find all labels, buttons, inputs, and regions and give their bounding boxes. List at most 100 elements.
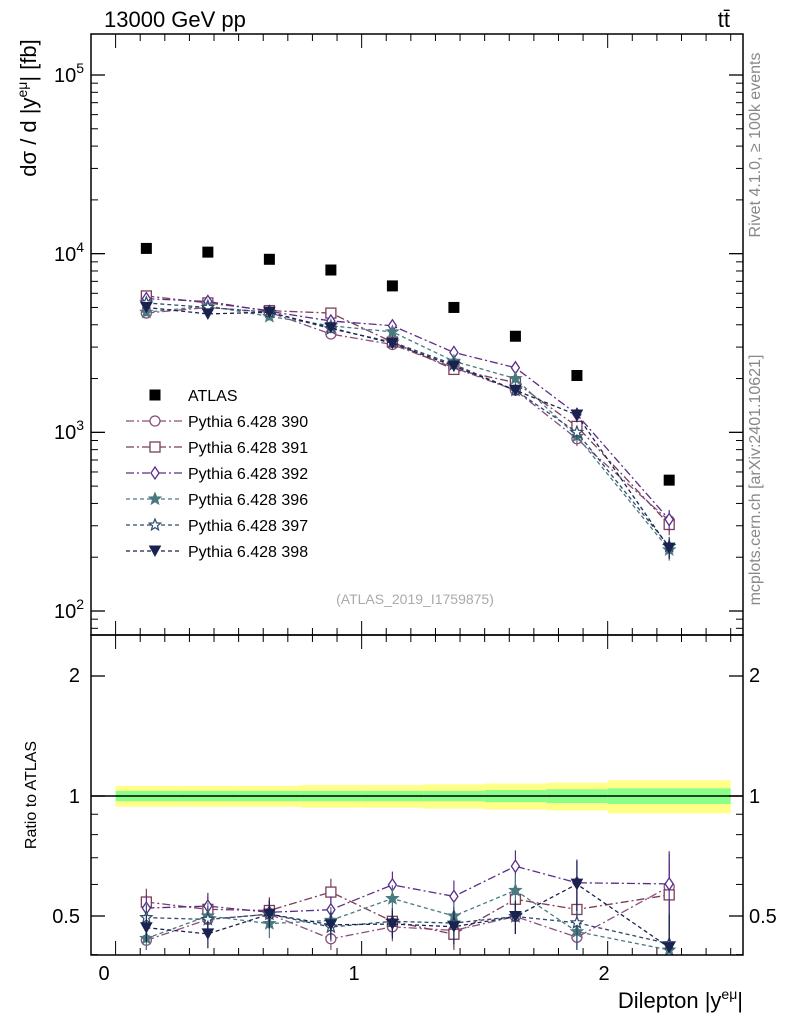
data-point bbox=[263, 253, 275, 265]
series-point bbox=[386, 337, 399, 350]
ytick-label-100: 102 bbox=[54, 596, 84, 623]
legend-label: Pythia 6.428 392 bbox=[188, 466, 308, 483]
legend-entry: Pythia 6.428 397 bbox=[126, 517, 308, 535]
data-point bbox=[202, 246, 214, 258]
series-point bbox=[140, 301, 153, 314]
series-point bbox=[201, 308, 215, 320]
series-point bbox=[324, 322, 338, 334]
series-point bbox=[664, 512, 674, 527]
ratio-point bbox=[570, 878, 584, 891]
ratio-panel bbox=[90, 634, 744, 957]
legend-entry: Pythia 6.428 392 bbox=[126, 465, 308, 483]
ratio-frame bbox=[90, 634, 744, 956]
xtick-label-1: 1 bbox=[348, 963, 359, 985]
ratio-ytick-1-left: 1 bbox=[69, 786, 80, 808]
mcplots-label: mcplots.cern.ch [arXiv:2401.10621] bbox=[747, 355, 764, 606]
ratio-point bbox=[447, 921, 461, 933]
ratio-series-398 bbox=[140, 860, 676, 954]
analysis-id: (ATLAS_2019_I1759875) bbox=[336, 591, 494, 607]
ratio-line bbox=[146, 891, 670, 935]
series-point bbox=[263, 306, 276, 319]
series-line bbox=[146, 298, 670, 520]
ratio-point bbox=[201, 928, 215, 940]
ratio-line bbox=[146, 889, 670, 951]
ratio-ytick-1-right: 1 bbox=[749, 786, 760, 808]
series-point bbox=[447, 360, 461, 373]
legend-label: Pythia 6.428 396 bbox=[188, 492, 308, 509]
ytick-label-100000: 105 bbox=[54, 60, 84, 87]
xlabel: Dilepton |yeμ| bbox=[618, 986, 743, 1013]
ratio-point bbox=[664, 876, 674, 892]
data-point bbox=[571, 370, 583, 382]
ratio-line bbox=[146, 883, 670, 949]
legend-entry: Pythia 6.428 396 bbox=[126, 491, 308, 509]
series-point bbox=[662, 542, 676, 555]
ratio-point bbox=[325, 886, 337, 898]
data-point bbox=[386, 280, 398, 292]
ratio-point bbox=[140, 922, 153, 934]
ratio-ytick-2-left: 2 bbox=[69, 665, 80, 687]
series-point bbox=[508, 370, 523, 385]
ratio-ytick-0.5-right: 0.5 bbox=[749, 906, 777, 928]
legend-marker bbox=[149, 415, 161, 427]
ratio-series-391 bbox=[140, 862, 675, 950]
series-point bbox=[509, 384, 522, 397]
series-398 bbox=[140, 301, 676, 559]
legend-entry: Pythia 6.428 390 bbox=[126, 414, 308, 431]
ratio-point bbox=[508, 882, 523, 897]
ratio-uncertainty-band bbox=[115, 780, 731, 814]
ratio-series bbox=[139, 850, 677, 957]
legend-marker bbox=[147, 517, 163, 532]
series-point bbox=[570, 409, 584, 422]
ytick-label-10000: 104 bbox=[54, 239, 84, 266]
series-point bbox=[569, 424, 585, 439]
ratio-line bbox=[146, 865, 670, 913]
legend-entry: ATLAS bbox=[149, 388, 238, 405]
legend-label: Pythia 6.428 397 bbox=[188, 518, 308, 535]
process-label: tt̄ bbox=[718, 7, 730, 32]
legend-label: ATLAS bbox=[188, 388, 238, 405]
ratio-line bbox=[146, 886, 670, 941]
legend: ATLAS Pythia 6.428 390 Pythia 6.428 391 Pyt… bbox=[126, 388, 308, 561]
ylabel-ratio: Ratio to ATLAS bbox=[23, 741, 40, 849]
ylabel-main: dσ / d |yeμ| [fb] bbox=[14, 39, 41, 176]
ratio-point bbox=[662, 942, 676, 954]
main-panel bbox=[90, 33, 744, 636]
data-point bbox=[509, 330, 521, 342]
ratio-series-392 bbox=[141, 850, 674, 927]
legend-entry: Pythia 6.428 391 bbox=[126, 440, 308, 457]
ytick-label-1000: 103 bbox=[54, 417, 84, 444]
legend-label: Pythia 6.428 390 bbox=[188, 414, 308, 431]
legend-label: Pythia 6.428 398 bbox=[188, 544, 308, 561]
xtick-label-0: 0 bbox=[98, 963, 109, 985]
ratio-point bbox=[263, 908, 276, 921]
xtick-label-2: 2 bbox=[598, 963, 609, 985]
atlas-data bbox=[140, 242, 675, 486]
ratio-point bbox=[569, 915, 585, 929]
ratio-ytick-2-right: 2 bbox=[749, 665, 760, 687]
data-point bbox=[140, 242, 152, 254]
series-line bbox=[146, 295, 670, 525]
legend-marker bbox=[147, 491, 163, 506]
ratio-point bbox=[386, 918, 399, 931]
ratio-point bbox=[324, 919, 338, 931]
main-axis-ticks bbox=[90, 34, 743, 635]
legend-marker bbox=[148, 545, 162, 558]
ratio-point bbox=[510, 859, 521, 874]
legend-marker bbox=[149, 389, 161, 401]
legend-entry: Pythia 6.428 398 bbox=[126, 544, 308, 561]
legend-marker bbox=[150, 465, 160, 481]
rivet-label: Rivet 4.1.0, ≥ 100k events bbox=[747, 53, 764, 238]
data-point bbox=[448, 301, 460, 313]
ratio-point bbox=[509, 911, 522, 923]
ratio-axis-ticks bbox=[90, 635, 743, 956]
main-series bbox=[139, 290, 677, 561]
ratio-ytick-0.5-left: 0.5 bbox=[52, 906, 80, 928]
energy-label: 13000 GeV pp bbox=[104, 7, 246, 32]
ratio-point bbox=[385, 890, 400, 905]
ratio-series-396 bbox=[139, 874, 677, 957]
legend-label: Pythia 6.428 391 bbox=[188, 440, 308, 457]
data-point bbox=[663, 474, 675, 486]
legend-marker bbox=[149, 441, 161, 453]
